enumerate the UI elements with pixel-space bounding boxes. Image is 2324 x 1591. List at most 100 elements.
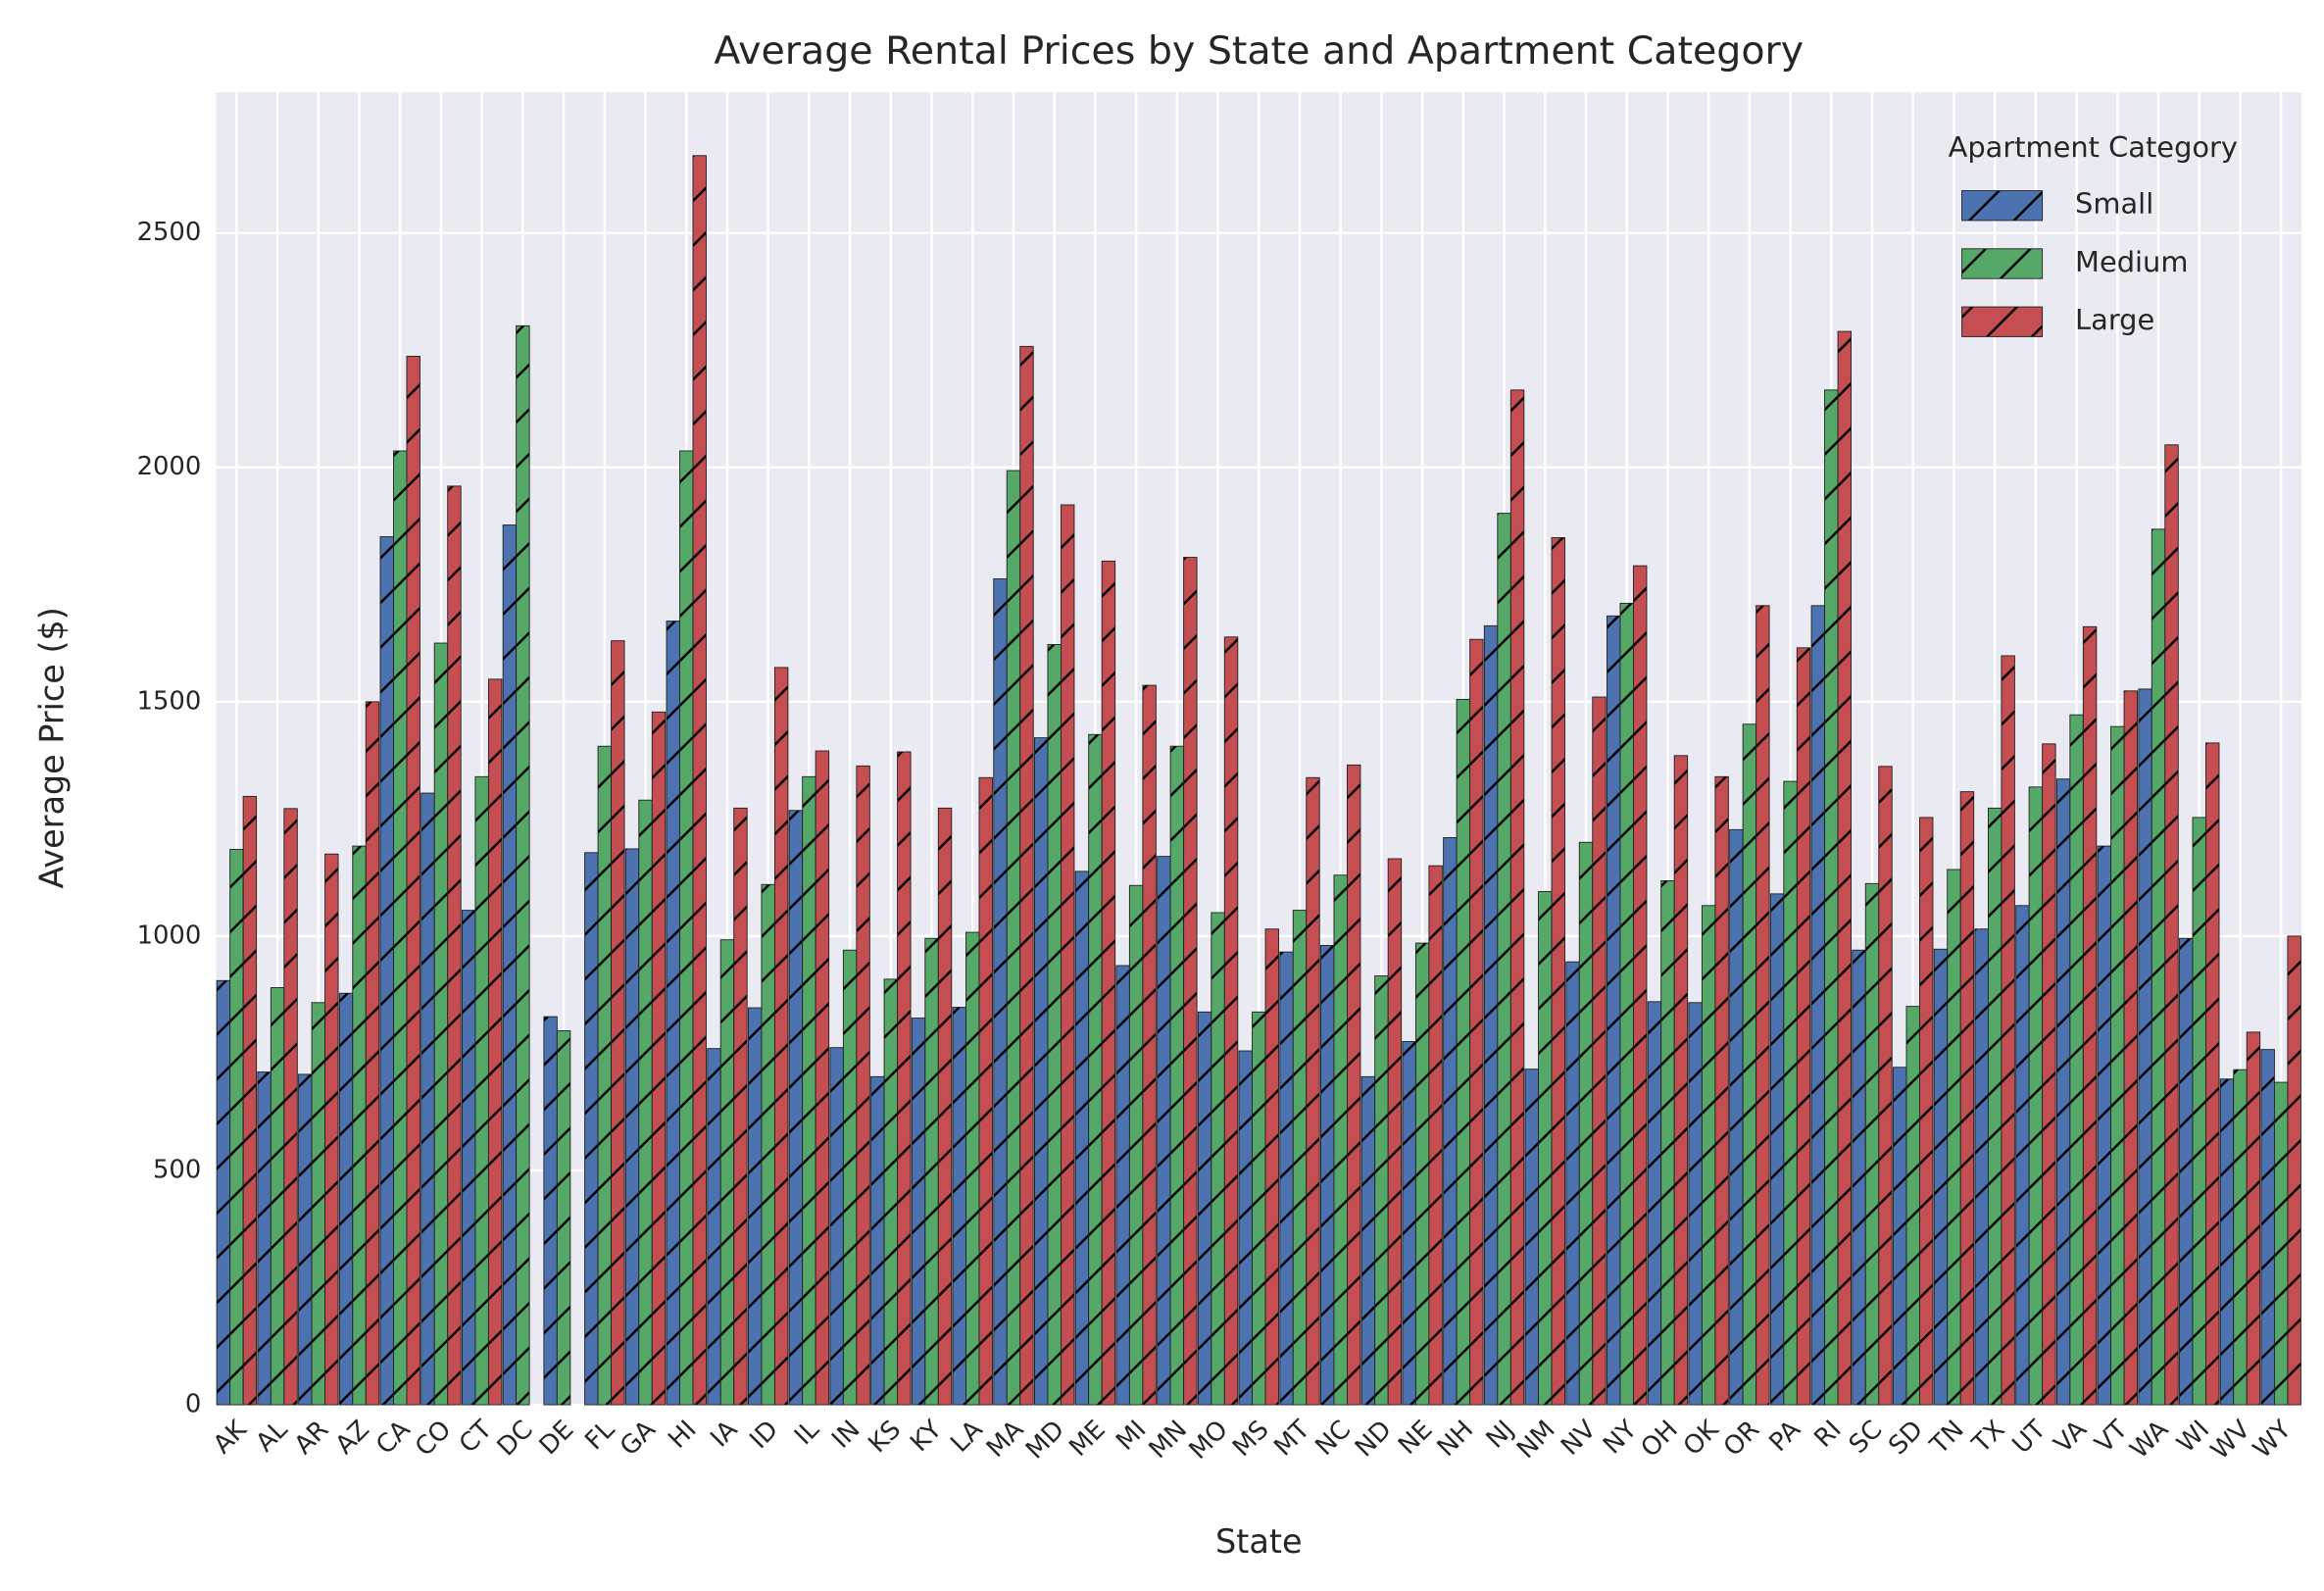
bar [937,807,953,1406]
bar [324,853,339,1406]
bar [1197,1011,1212,1406]
bar [2273,1081,2289,1406]
bar [461,910,476,1406]
x-tick-label: VT [2090,1415,2134,1459]
bar [420,792,435,1406]
x-tick-label: IL [789,1415,825,1451]
bar [2028,786,2044,1406]
y-axis-label: Average Price ($) [32,607,71,888]
x-tick-label: DE [534,1415,580,1461]
x-tick-label: CA [371,1415,417,1461]
bar [856,765,870,1406]
bar [1824,389,1839,1406]
x-tick-label: NV [1556,1415,1603,1462]
bar [1947,869,1961,1406]
bar [1142,684,1157,1406]
bar [1933,948,1949,1406]
bar [2164,444,2179,1406]
bar [2246,1031,2261,1406]
x-tick-label: IA [705,1415,743,1453]
bar [1864,882,1880,1406]
bar [1169,745,1185,1406]
bar [1497,513,1511,1406]
x-tick-label: CO [410,1415,457,1462]
bar [2097,845,2112,1406]
bar [1647,1001,1662,1406]
bar [2015,905,2030,1406]
bar [2110,725,2125,1406]
bar [1714,775,1729,1406]
bar [1919,817,1934,1406]
bar [1673,755,1689,1406]
bar [1211,912,1225,1406]
x-tick-label: MA [981,1415,1030,1464]
bar [2205,742,2220,1406]
bar [1252,1011,1266,1406]
bar [2123,690,2139,1406]
bar [1264,928,1279,1406]
bar [487,678,503,1406]
bar [1524,1069,1540,1406]
x-tick-label: VA [2049,1415,2093,1459]
bar [1783,780,1798,1406]
bar [1374,975,1389,1406]
bar [257,1071,272,1406]
bar [1006,470,1021,1406]
bar [1796,647,1811,1406]
bar [1414,942,1430,1406]
bar [2042,743,2056,1406]
bar [2138,688,2152,1406]
bar [2151,528,2166,1406]
bar [1742,723,1757,1406]
bar [707,1048,721,1406]
bar [1810,605,1826,1406]
legend-swatch [1961,190,2044,222]
x-tick-label: OK [1678,1415,1725,1462]
x-tick-label: MT [1268,1415,1315,1462]
bar [1755,605,1770,1406]
x-tick-label: MD [1020,1415,1070,1465]
x-tick-label: AK [208,1415,253,1460]
bar [2179,937,2194,1406]
bar [1223,636,1239,1406]
bar [1019,345,1034,1406]
x-tick-label: DC [492,1415,539,1462]
bar [733,807,748,1406]
legend-title: Apartment Category [1949,130,2238,164]
x-tick-label: WV [2205,1415,2256,1466]
x-tick-label: TN [1924,1415,1970,1461]
x-tick-label: UT [2006,1415,2052,1460]
bar [352,845,367,1406]
bar [611,640,625,1406]
bar [679,450,694,1406]
x-tick-label: NH [1432,1415,1480,1463]
bar [502,524,518,1406]
bar [965,931,980,1406]
x-tick-label: ND [1350,1415,1398,1463]
bar [692,155,707,1406]
bar [802,775,816,1406]
bar [829,1047,844,1406]
bar [1238,1050,1253,1406]
bar [1607,615,1621,1406]
x-tick-label: OH [1635,1415,1683,1463]
bar [270,987,285,1406]
bar [911,1018,926,1406]
x-tick-label: NY [1598,1415,1643,1460]
x-tick-label: CT [454,1415,498,1459]
bar [1402,1041,1416,1406]
y-tick-label: 0 [185,1390,201,1419]
bar [2233,1069,2248,1406]
x-tick-label: AR [289,1415,334,1460]
x-tick-label: IN [826,1415,865,1454]
bar [842,949,858,1406]
bar [870,1075,885,1406]
bar [216,979,231,1406]
bar [993,578,1008,1406]
x-tick-label: ID [744,1415,784,1455]
x-tick-label: GA [615,1415,662,1462]
x-tick-label: NM [1511,1415,1561,1465]
bar [2192,817,2206,1406]
x-tick-label: FL [579,1415,620,1456]
